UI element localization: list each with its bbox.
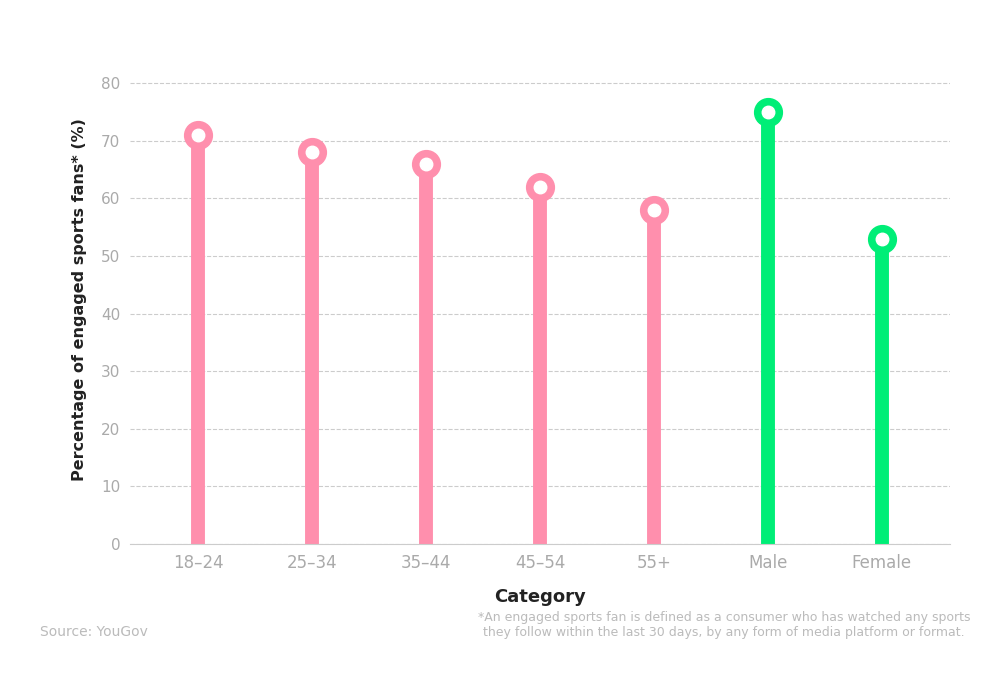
Text: Source: YouGov: Source: YouGov (40, 625, 148, 639)
X-axis label: Category: Category (494, 588, 586, 607)
Text: *An engaged sports fan is defined as a consumer who has watched any sports
they : *An engaged sports fan is defined as a c… (478, 611, 970, 639)
Y-axis label: Percentage of engaged sports fans* (%): Percentage of engaged sports fans* (%) (72, 118, 87, 481)
